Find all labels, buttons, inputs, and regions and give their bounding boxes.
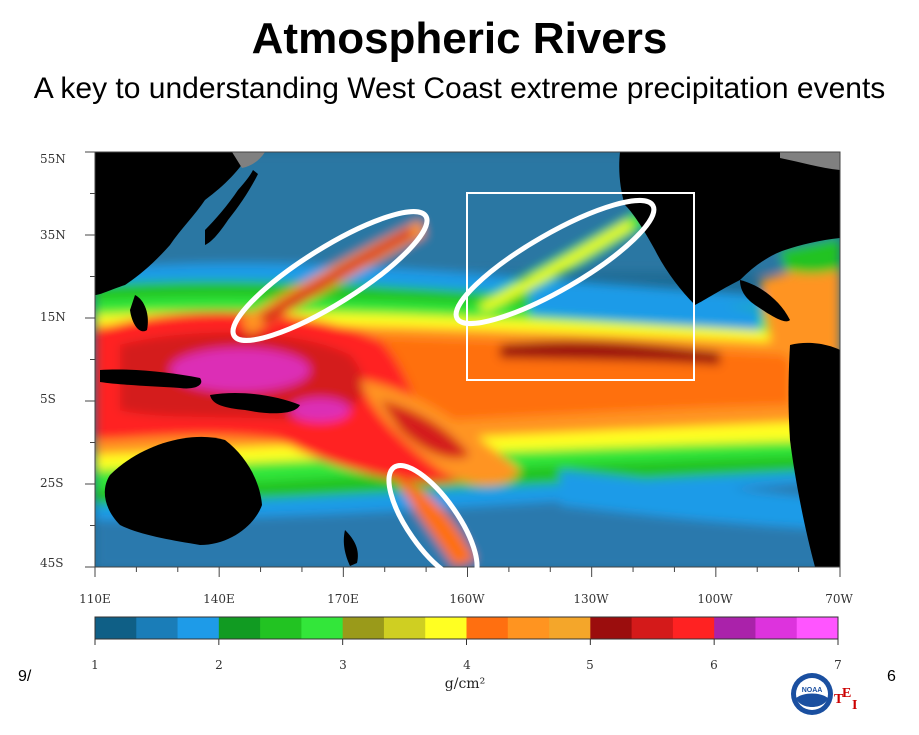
colorbar-tick-label: 2	[215, 658, 223, 672]
northeast-pacific-river-ellipse	[453, 198, 657, 326]
lon-label: 170E	[327, 592, 359, 606]
colorbar-swatch	[177, 617, 220, 639]
colorbar-swatch	[549, 617, 591, 639]
lon-label: 70W	[825, 592, 853, 606]
colorbar-swatch	[590, 617, 633, 639]
land-masses	[95, 152, 840, 567]
colorbar-ticks	[94, 639, 839, 645]
page-number: 6	[887, 668, 896, 685]
slide-subtitle: A key to understanding West Coast extrem…	[33, 72, 886, 105]
logo-letter: I	[852, 698, 858, 713]
colorbar-swatch	[425, 617, 467, 639]
colorbar-swatch	[260, 617, 302, 639]
lon-label: 140E	[203, 592, 235, 606]
colorbar-swatch	[301, 617, 344, 639]
lon-label: 100W	[697, 592, 733, 606]
lat-label: 35N	[40, 228, 66, 242]
western-pacific-river-ellipse	[230, 209, 430, 343]
logo-letter: E	[842, 686, 852, 701]
colorbar-swatch	[136, 617, 179, 639]
lat-label: 15N	[40, 310, 66, 324]
colorbar-swatch	[755, 617, 798, 639]
map-panel	[95, 152, 840, 567]
lat-label: 45S	[40, 556, 64, 570]
colorbar-swatch	[796, 617, 839, 639]
colorbar-tick-label: 6	[710, 658, 718, 672]
colorbar	[95, 617, 839, 639]
lon-label: 160W	[449, 592, 485, 606]
colorbar-tick-label: 7	[834, 658, 842, 672]
colorbar-swatch	[383, 617, 426, 639]
noaa-logo: NOAA	[791, 673, 833, 715]
colorbar-swatch	[507, 617, 550, 639]
lat-label: 5S	[40, 392, 56, 406]
colorbar-tick-label: 5	[586, 658, 594, 672]
colorbar-tick-label: 3	[339, 658, 347, 672]
colorbar-tick-label: 1	[91, 658, 99, 672]
lat-label: 55N	[40, 152, 66, 166]
svg-text:NOAA: NOAA	[802, 687, 823, 694]
colorbar-swatch	[672, 617, 715, 639]
south-pacific-river-ellipse	[386, 462, 480, 584]
colorbar-swatch	[466, 617, 509, 639]
colorbar-swatch	[714, 617, 756, 639]
lon-label: 130W	[573, 592, 609, 606]
colorbar-swatch	[342, 617, 385, 639]
slide-date: 9/	[18, 668, 32, 685]
logo-letter: T	[834, 692, 844, 707]
colorbar-swatch	[218, 617, 261, 639]
colorbar-unit: g/cm²	[444, 676, 486, 692]
colorbar-swatch	[631, 617, 674, 639]
colorbar-tick-label: 4	[463, 658, 471, 672]
west-coast-region-box	[466, 192, 695, 381]
lon-label: 110E	[79, 592, 111, 606]
axis-ticks	[85, 151, 841, 577]
colorbar-swatch	[95, 617, 137, 639]
lat-label: 25S	[40, 476, 64, 490]
slide-title: Atmospheric Rivers	[251, 14, 668, 63]
